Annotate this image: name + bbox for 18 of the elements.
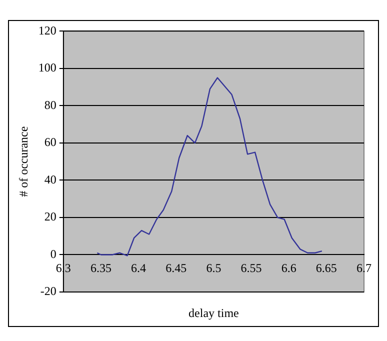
y-tick-label: 20 — [44, 210, 56, 224]
y-tick-label: 60 — [44, 135, 56, 150]
x-tick-label: 6.35 — [90, 261, 112, 276]
x-tick-label: 6.7 — [356, 261, 372, 276]
y-tick-label: 120 — [38, 23, 56, 38]
y-tick-label: -20 — [40, 284, 56, 298]
y-tick-label: 0 — [50, 246, 56, 261]
y-tick-label: 40 — [44, 172, 56, 186]
y-tick-label: 100 — [38, 60, 56, 75]
x-tick-label: 6.6 — [281, 261, 296, 276]
x-tick-label: 6.4 — [131, 261, 146, 276]
y-tick-label: 80 — [44, 98, 56, 112]
x-tick-label: 6.65 — [316, 261, 337, 276]
x-tick-label: 6.5 — [206, 261, 222, 276]
y-axis-title: # of occurance — [16, 126, 30, 197]
x-tick-label: 6.55 — [240, 261, 262, 276]
x-tick-label: 6.45 — [166, 261, 187, 276]
x-axis-title: delay time — [188, 306, 239, 320]
